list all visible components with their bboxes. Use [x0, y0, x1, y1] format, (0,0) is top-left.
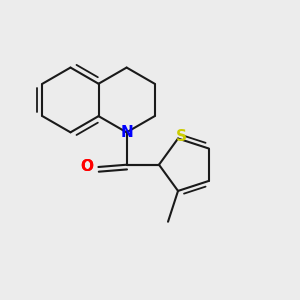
Text: O: O [80, 160, 93, 175]
Text: O: O [81, 160, 94, 175]
Text: S: S [176, 129, 187, 144]
Text: N: N [120, 125, 133, 140]
